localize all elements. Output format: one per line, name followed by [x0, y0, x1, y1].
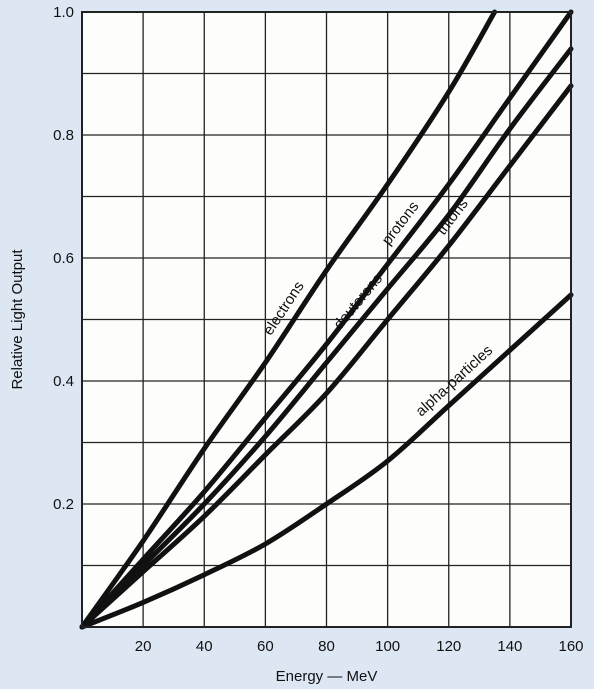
x-tick-label: 140 — [497, 638, 522, 655]
plot-frame — [81, 11, 572, 628]
grid-lines — [82, 12, 571, 627]
y-tick-label: 0.8 — [53, 127, 74, 144]
x-tick-label: 40 — [196, 638, 213, 655]
x-tick-label: 80 — [318, 638, 335, 655]
tick-labels: 20 40 60 80 100 120 140 160 0.2 0.4 0.6 0.8 1.0 — [53, 4, 583, 655]
curve-electrons — [79, 9, 498, 630]
x-tick-label: 120 — [436, 638, 461, 655]
y-tick-label: 0.2 — [53, 496, 74, 513]
x-tick-label: 100 — [375, 638, 400, 655]
x-tick-label: 160 — [558, 638, 583, 655]
x-axis-label: Energy — MeV — [276, 668, 378, 685]
curve-deuterons — [79, 46, 574, 630]
y-tick-label: 0.6 — [53, 250, 74, 267]
x-tick-label: 60 — [257, 638, 274, 655]
y-tick-label: 0.4 — [53, 373, 74, 390]
x-tick-label: 20 — [135, 638, 152, 655]
curve-alpha-particles — [79, 292, 574, 630]
y-tick-label: 1.0 — [53, 4, 74, 21]
data-curves — [79, 9, 574, 630]
curve-protons — [79, 9, 574, 630]
plot-border — [81, 11, 572, 628]
y-axis-label: Relative Light Output — [9, 249, 26, 390]
curve-tritons — [79, 83, 574, 630]
